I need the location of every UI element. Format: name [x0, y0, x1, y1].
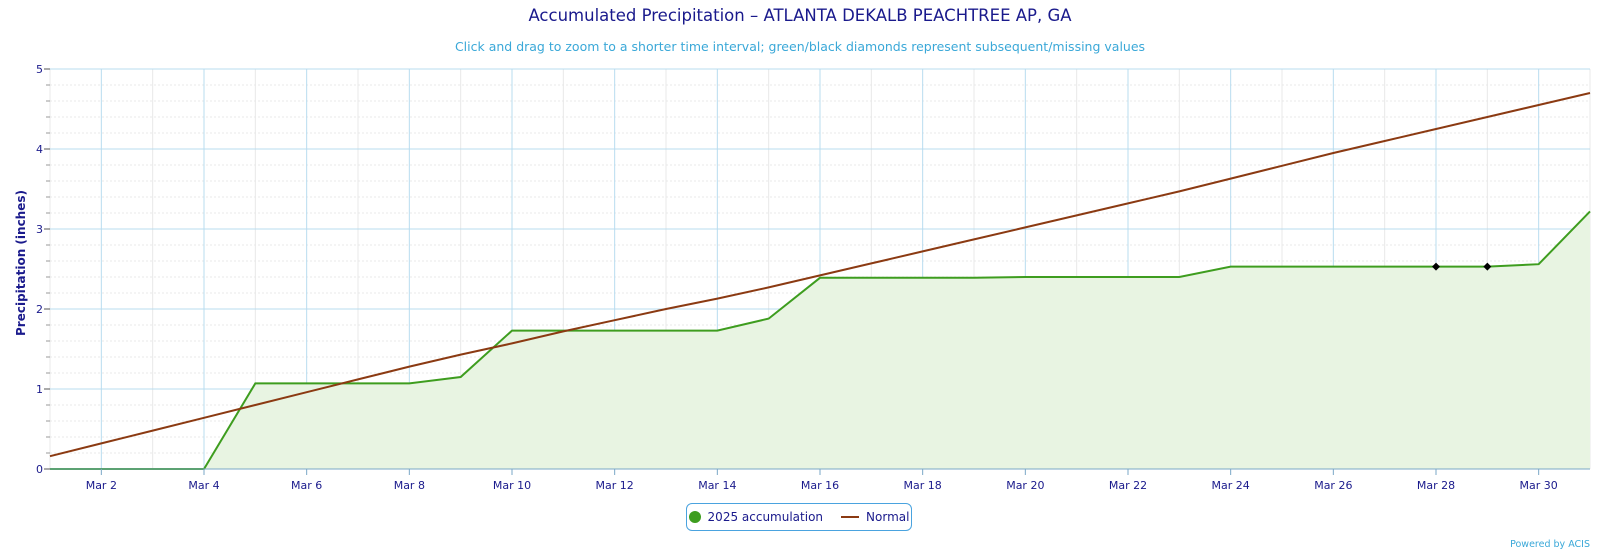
x-tick-label: Mar 30 — [1520, 479, 1558, 492]
missing-value-marker — [1483, 262, 1492, 271]
axes: 0 1 2 3 4 5 Mar 2 Mar 4 Mar 6 Mar 8 Mar 10 Mar 12 Ma… — [36, 63, 1590, 492]
x-tick-label: Mar 24 — [1212, 479, 1250, 492]
x-tick-label: Mar 14 — [698, 479, 736, 492]
legend-dot-icon — [688, 511, 701, 523]
y-tick-label: 4 — [36, 143, 43, 156]
x-tick-label: Mar 8 — [394, 479, 425, 492]
legend-line-icon — [841, 516, 860, 518]
x-tick-label: Mar 10 — [493, 479, 531, 492]
powered-by-link[interactable]: Powered by ACIS — [1510, 539, 1590, 550]
y-axis-label: Precipitation (inches) — [14, 190, 28, 336]
chart-title: Accumulated Precipitation – ATLANTA DEKA… — [528, 6, 1072, 25]
x-tick-label: Mar 18 — [904, 479, 942, 492]
missing-value-marker — [1432, 262, 1440, 271]
legend-item-normal[interactable]: Normal — [841, 510, 909, 524]
accumulation-line — [50, 210, 1591, 470]
x-tick-label: Mar 20 — [1006, 479, 1044, 492]
normal-line — [49, 92, 1591, 458]
y-tick-label: 3 — [36, 223, 43, 236]
precipitation-chart[interactable]: 0 1 2 3 4 5 Mar 2 Mar 4 Mar 6 Mar 8 Mar 10 Mar 12 Ma… — [0, 0, 1600, 500]
x-tick-label: Mar 26 — [1314, 479, 1352, 492]
x-tick-label: Mar 12 — [596, 479, 634, 492]
x-tick-label: Mar 4 — [188, 479, 219, 492]
y-tick-label: 1 — [36, 383, 43, 396]
x-tick-label: Mar 16 — [801, 479, 839, 492]
y-tick-label: 0 — [36, 463, 43, 476]
legend-item-accumulation[interactable]: 2025 accumulation — [688, 510, 824, 524]
x-tick-label: Mar 22 — [1109, 479, 1147, 492]
legend-label-normal: Normal — [866, 510, 910, 524]
y-tick-label: 2 — [36, 303, 43, 316]
plot-series — [49, 92, 1591, 470]
legend: 2025 accumulation Normal — [686, 503, 912, 531]
x-tick-label: Mar 6 — [291, 479, 322, 492]
x-tick-label: Mar 28 — [1417, 479, 1455, 492]
x-tick-label: Mar 2 — [86, 479, 117, 492]
legend-label-accumulation: 2025 accumulation — [707, 510, 824, 524]
y-tick-label: 5 — [36, 63, 43, 76]
accumulation-area — [50, 211, 1590, 469]
chart-subtitle: Click and drag to zoom to a shorter time… — [454, 39, 1146, 54]
